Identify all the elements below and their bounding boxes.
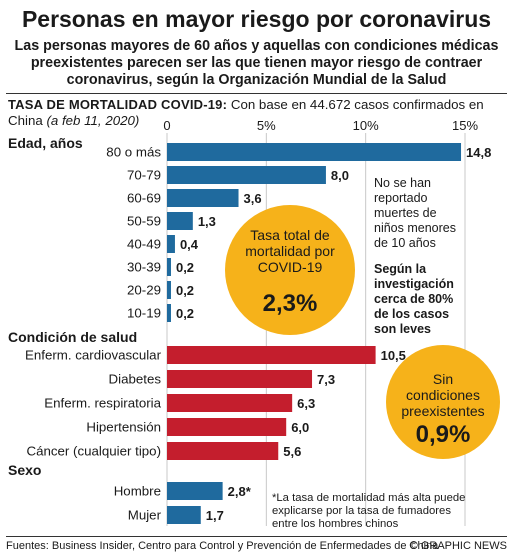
bar [167, 189, 239, 207]
value-label: 8,0 [331, 168, 349, 183]
x-tick-label: 0 [163, 118, 170, 133]
study-note-line: de los casos [374, 307, 449, 321]
value-label: 5,6 [283, 444, 301, 459]
category-label: Enferm. respiratoria [44, 396, 161, 411]
children-note-line: muertes de [374, 206, 437, 220]
bar [167, 394, 293, 412]
category-label: 20-29 [127, 283, 161, 298]
footer: Fuentes: Business Insider, Centro para C… [6, 540, 507, 552]
study-note-line: son leves [374, 322, 431, 336]
no-conditions-circle [386, 345, 500, 459]
x-tick-label: 5% [257, 118, 276, 133]
value-label: 10,5 [381, 348, 406, 363]
chart-note: TASA DE MORTALIDAD COVID-19: Con base en… [8, 97, 505, 129]
category-label: 10-19 [127, 306, 161, 321]
bar [167, 418, 287, 436]
study-note-line: Según la [374, 262, 427, 276]
category-label: 60-69 [127, 191, 161, 206]
callout-text: COVID-19 [258, 259, 323, 275]
callout-text: condiciones [406, 387, 480, 403]
value-label: 6,3 [297, 396, 315, 411]
subtitle-line: coronavirus, según la Organización Mundi… [66, 72, 447, 88]
children-note-line: niños menores [374, 221, 456, 235]
children-note-line: No se han [374, 176, 431, 190]
total-rate-circle [225, 205, 355, 335]
value-label: 1,7 [206, 508, 224, 523]
note-text: Con base en 44.672 casos confirmados en … [8, 97, 484, 128]
subtitle-line: Las personas mayores de 60 años y aquell… [14, 38, 499, 54]
smoker-note-line: entre los hombres chinos [272, 518, 399, 530]
category-label: Hombre [114, 484, 161, 499]
callout-value: 0,9% [416, 421, 471, 448]
bar [167, 346, 376, 364]
section-label: Edad, años [8, 135, 83, 151]
section-label: Condición de salud [8, 329, 137, 345]
category-label: 50-59 [127, 214, 161, 229]
callout-value: 2,3% [263, 290, 318, 317]
value-label: 14,8 [466, 145, 491, 160]
page-title: Personas en mayor riesgo por coronavirus [21, 6, 492, 32]
bar [167, 258, 171, 276]
bar [167, 506, 201, 524]
value-label: 0,2 [176, 306, 194, 321]
study-note-line: investigación [374, 277, 454, 291]
bar [167, 235, 175, 253]
page-subtitle: Las personas mayores de 60 años y aquell… [8, 38, 505, 89]
bar [167, 482, 223, 500]
bar [167, 304, 171, 322]
x-tick-label: 10% [353, 118, 379, 133]
sources-text: Fuentes: Business Insider, Centro para C… [6, 540, 439, 552]
callout-text: preexistentes [401, 403, 484, 419]
note-date: (a feb 11, 2020) [46, 113, 140, 128]
bar [167, 442, 279, 460]
category-label: Mujer [128, 508, 162, 523]
children-note-line: reportado [374, 191, 428, 205]
callout-text: Tasa total de [250, 227, 330, 243]
value-label: 7,3 [317, 372, 335, 387]
bar [167, 281, 171, 299]
category-label: 80 o más [106, 145, 161, 160]
credit-text: © GRAPHIC NEWS [409, 540, 507, 552]
category-label: Cáncer (cualquier tipo) [26, 444, 161, 459]
bar [167, 370, 313, 388]
section-label: Sexo [8, 462, 41, 478]
value-label: 1,3 [198, 214, 216, 229]
value-label: 0,2 [176, 260, 194, 275]
smoker-note-line: explicarse por la tasa de fumadores [272, 505, 451, 517]
bar [167, 143, 462, 161]
study-note-line: cerca de 80% [374, 292, 453, 306]
smoker-note-line: *La tasa de mortalidad más alta puede [272, 492, 465, 504]
children-note-line: de 10 años [374, 236, 436, 250]
value-label: 0,2 [176, 283, 194, 298]
divider [6, 93, 507, 94]
callout-text: mortalidad por [245, 243, 335, 259]
category-label: Diabetes [109, 372, 162, 387]
value-label: 3,6 [244, 191, 262, 206]
value-label: 2,8* [228, 484, 252, 499]
divider [6, 536, 507, 537]
x-tick-label: 15% [452, 118, 478, 133]
bar [167, 166, 326, 184]
note-caps: TASA DE MORTALIDAD COVID-19: [8, 97, 228, 112]
value-label: 0,4 [180, 237, 199, 252]
category-label: 70-79 [127, 168, 161, 183]
category-label: Enferm. cardiovascular [25, 348, 162, 363]
category-label: Hipertensión [86, 420, 161, 435]
bar [167, 212, 193, 230]
subtitle-line: preexistentes parecen ser las que tienen… [30, 55, 483, 71]
value-label: 6,0 [291, 420, 309, 435]
category-label: 40-49 [127, 237, 161, 252]
category-label: 30-39 [127, 260, 161, 275]
callout-text: Sin [433, 371, 453, 387]
